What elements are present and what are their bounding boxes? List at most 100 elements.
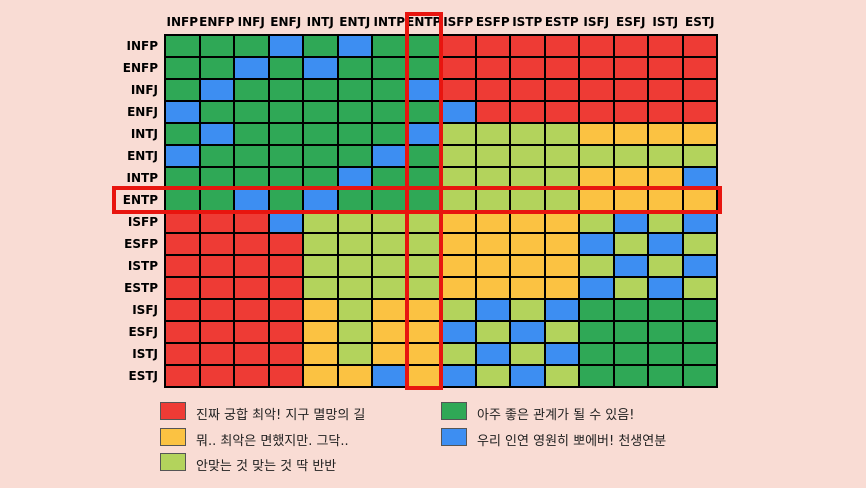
cell-enfp-enfj	[269, 58, 302, 78]
cell-estp-infp	[166, 278, 199, 298]
row-label-isfj: ISFJ	[132, 303, 158, 317]
cell-istp-esfp	[476, 256, 509, 276]
row-label-entp: ENTP	[122, 193, 158, 207]
cell-esfj-infj	[235, 322, 268, 342]
cell-infj-intj	[304, 80, 337, 100]
cell-enfp-estp	[545, 58, 578, 78]
cell-isfj-isfj	[580, 300, 613, 320]
legend-item-y: 뭐.. 최악은 면했지만. 그닥..	[160, 428, 440, 450]
cell-enfj-enfp	[200, 102, 233, 122]
cell-isfp-istp	[511, 212, 544, 232]
cell-infp-infp	[166, 36, 199, 56]
column-label-istj: ISTJ	[652, 15, 679, 29]
cell-istj-esfp	[476, 344, 509, 364]
cell-enfp-estj	[683, 58, 716, 78]
cell-istp-istp	[511, 256, 544, 276]
cell-entp-istp	[511, 190, 544, 210]
cell-infp-istj	[649, 36, 682, 56]
cell-isfp-entp	[407, 212, 440, 232]
cell-intp-isfj	[580, 168, 613, 188]
cell-esfj-isfp	[442, 322, 475, 342]
cell-entj-isfp	[442, 146, 475, 166]
cell-estp-esfp	[476, 278, 509, 298]
column-label-esfj: ESFJ	[615, 15, 646, 29]
cell-isfj-intp	[373, 300, 406, 320]
cell-intp-enfj	[269, 168, 302, 188]
cell-esfp-istj	[649, 234, 682, 254]
cell-entp-esfj	[614, 190, 647, 210]
cell-intj-infj	[235, 124, 268, 144]
legend-label-y: 뭐.. 최악은 면했지만. 그닥..	[196, 434, 349, 449]
cell-infj-esfj	[614, 80, 647, 100]
cell-isfp-esfj	[614, 212, 647, 232]
cell-istj-istj	[649, 344, 682, 364]
legend-swatch-g	[441, 402, 467, 420]
cell-entp-estp	[545, 190, 578, 210]
cell-istp-infp	[166, 256, 199, 276]
cell-entj-esfj	[614, 146, 647, 166]
cell-istj-enfp	[200, 344, 233, 364]
cell-intj-isfp	[442, 124, 475, 144]
cell-infj-istp	[511, 80, 544, 100]
cell-istp-intp	[373, 256, 406, 276]
cell-isfp-isfj	[580, 212, 613, 232]
row-label-estp: ESTP	[124, 281, 158, 295]
cell-entj-enfj	[269, 146, 302, 166]
cell-entp-entp	[407, 190, 440, 210]
cell-isfj-isfp	[442, 300, 475, 320]
cell-enfj-isfj	[580, 102, 613, 122]
cell-isfj-entj	[338, 300, 371, 320]
cell-enfp-entp	[407, 58, 440, 78]
cell-isfj-estp	[545, 300, 578, 320]
legend-label-b: 우리 인연 영원히 뽀에버! 천생연분	[477, 434, 667, 449]
cell-intp-estj	[683, 168, 716, 188]
cell-enfj-intp	[373, 102, 406, 122]
cell-esfp-isfp	[442, 234, 475, 254]
cell-enfp-isfp	[442, 58, 475, 78]
cell-estj-esfp	[476, 366, 509, 386]
cell-enfp-infj	[235, 58, 268, 78]
cell-infp-isfp	[442, 36, 475, 56]
cell-esfp-infp	[166, 234, 199, 254]
cell-intj-infp	[166, 124, 199, 144]
cell-istp-estj	[683, 256, 716, 276]
cell-istp-infj	[235, 256, 268, 276]
row-label-intj: INTJ	[130, 127, 158, 141]
cell-enfj-infp	[166, 102, 199, 122]
cell-infp-istp	[511, 36, 544, 56]
row-label-esfp: ESFP	[124, 237, 158, 251]
cell-infj-infj	[235, 80, 268, 100]
cell-istp-isfj	[580, 256, 613, 276]
cell-infj-entp	[407, 80, 440, 100]
cell-enfj-intj	[304, 102, 337, 122]
legend-swatch-l	[160, 453, 186, 471]
cell-intp-intj	[304, 168, 337, 188]
cell-infj-infp	[166, 80, 199, 100]
cell-esfp-enfp	[200, 234, 233, 254]
cell-infp-entp	[407, 36, 440, 56]
cell-esfj-intp	[373, 322, 406, 342]
cell-isfp-entj	[338, 212, 371, 232]
cell-entj-enfp	[200, 146, 233, 166]
cell-isfj-intj	[304, 300, 337, 320]
cell-enfp-istp	[511, 58, 544, 78]
cell-estp-estj	[683, 278, 716, 298]
cell-isfj-estj	[683, 300, 716, 320]
cell-infj-enfp	[200, 80, 233, 100]
cell-infp-esfp	[476, 36, 509, 56]
cell-isfj-esfj	[614, 300, 647, 320]
cell-esfp-intj	[304, 234, 337, 254]
cell-estj-intj	[304, 366, 337, 386]
cell-infp-intp	[373, 36, 406, 56]
cell-estj-estp	[545, 366, 578, 386]
cell-enfj-estp	[545, 102, 578, 122]
cell-intj-esfj	[614, 124, 647, 144]
cell-istj-esfj	[614, 344, 647, 364]
row-label-entj: ENTJ	[127, 149, 158, 163]
cell-estp-entj	[338, 278, 371, 298]
cell-enfj-estj	[683, 102, 716, 122]
column-label-isfp: ISFP	[443, 15, 474, 29]
cell-intj-esfp	[476, 124, 509, 144]
legend-swatch-b	[441, 428, 467, 446]
